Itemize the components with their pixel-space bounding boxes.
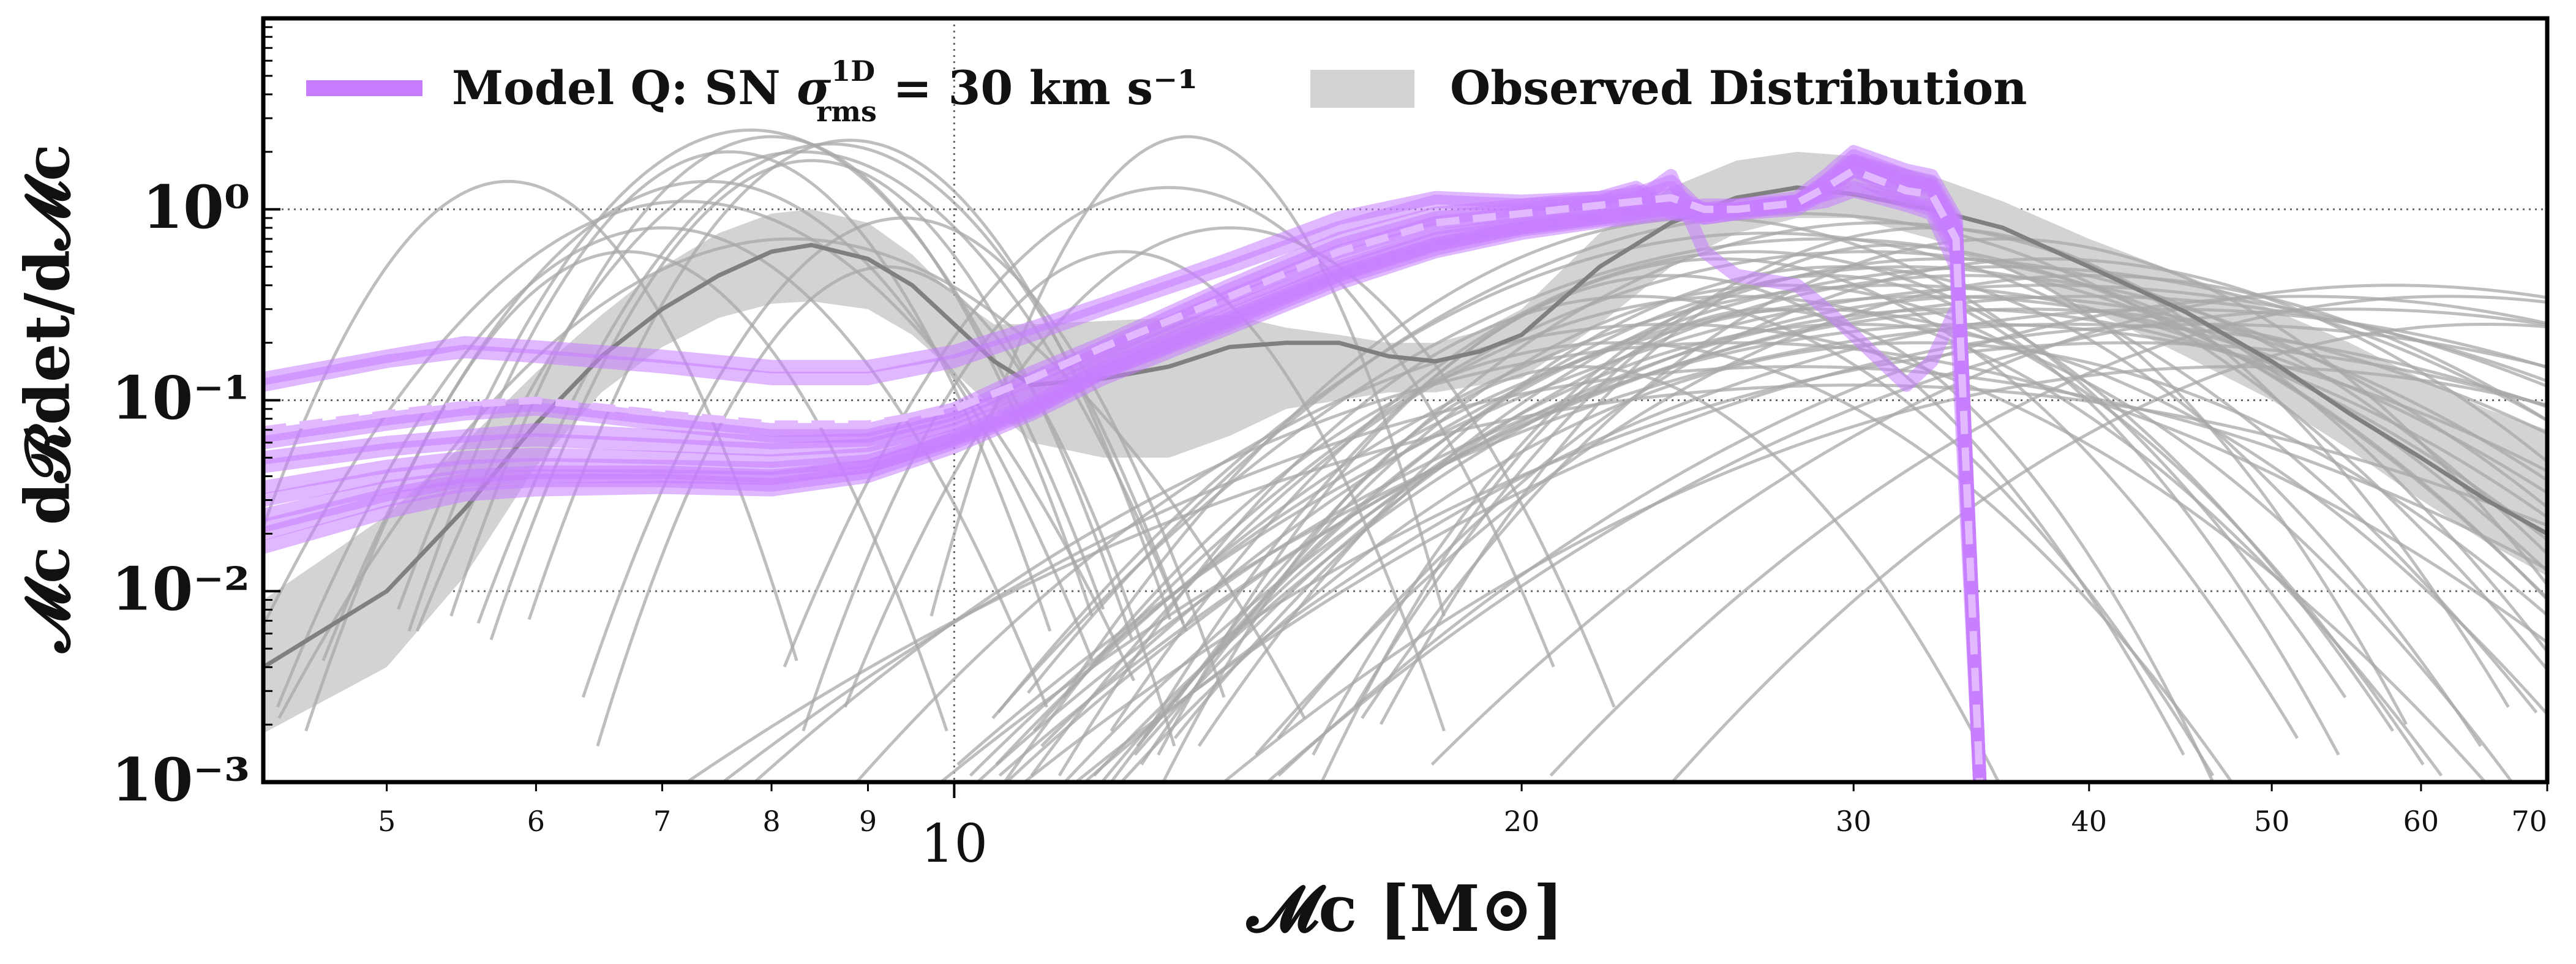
x-minor-tick-label: 9 [859,805,877,838]
event-curve [1549,295,2547,777]
event-curve [1032,250,2547,732]
event-curve [752,341,2547,782]
y-axis-title: 𝓜c d𝓡det/d𝓜c [11,144,83,653]
event-curve [783,186,1555,668]
legend: Model Q: SN σ1D rms = 30 km s⁻¹ Observed … [306,55,2027,128]
event-curve [1670,322,2547,782]
y-tick-label: 10⁻³ [111,745,250,815]
y-tick-label: 10⁻² [111,554,250,623]
model-curve [263,156,1987,782]
grid-lines [263,18,2547,782]
event-curve [1057,295,2215,777]
event-curve [1255,274,2547,756]
event-curve [1277,257,2547,739]
event-curve [1265,307,2547,782]
event-curve [1093,295,2547,777]
event-curve [991,237,2547,720]
event-curve [938,322,2547,782]
event-curve [1002,341,2234,782]
x-minor-tick-label: 40 [2071,805,2108,838]
model-median-dashed-line [263,166,1984,782]
x-minor-tick-label: 30 [1836,805,1872,838]
x-minor-tick-label: 20 [1504,805,1540,838]
legend-observed-label: Observed Distribution [1450,61,2027,115]
x-minor-tick-label: 50 [2254,805,2290,838]
event-curve [1361,237,2547,719]
event-curve [720,365,2547,782]
legend-model-label: Model Q: SN σ1D rms = 30 km s⁻¹ [452,55,1198,128]
x-minor-tick-label: 60 [2403,805,2439,838]
event-curve [956,284,2547,766]
event-curve [1157,274,2185,756]
observed-median-line [263,185,2547,669]
event-curve [997,232,2538,714]
x-minor-tick-label: 6 [527,805,545,838]
event-curve [1119,341,2547,782]
x-major-tick-label: 10 [921,813,988,875]
event-curve [1133,274,2547,756]
x-minor-tick-label: 5 [378,805,396,838]
event-curve [1277,295,2547,777]
event-curve [277,237,1306,719]
event-curve [998,295,2547,777]
y-tick-label: 10⁻¹ [111,364,250,433]
x-axis-title: 𝓜c [M⊙] [1246,871,1564,946]
plot-area [263,128,2547,782]
event-curve [1110,250,2395,732]
event-curve [1430,284,2547,766]
event-curve [1100,322,2547,782]
event-curve [263,179,798,661]
axis-ticks: 10⁻³ 10⁻² 10⁻¹ 10⁰ 10 5 6 7 8 9 20 30 40 50 60 70 [111,26,2548,875]
event-curve [1022,341,2547,782]
event-curve [684,383,2547,782]
y-tick-label: 10⁰ [142,173,250,242]
event-curve [1030,295,2443,777]
x-minor-tick-label: 7 [653,805,671,838]
x-minor-tick-label: 8 [762,805,780,838]
event-curve [1320,307,2215,782]
x-minor-tick-label: 70 [2511,805,2547,838]
legend-observed-swatch [1310,70,1414,108]
observed-band [263,151,2547,734]
